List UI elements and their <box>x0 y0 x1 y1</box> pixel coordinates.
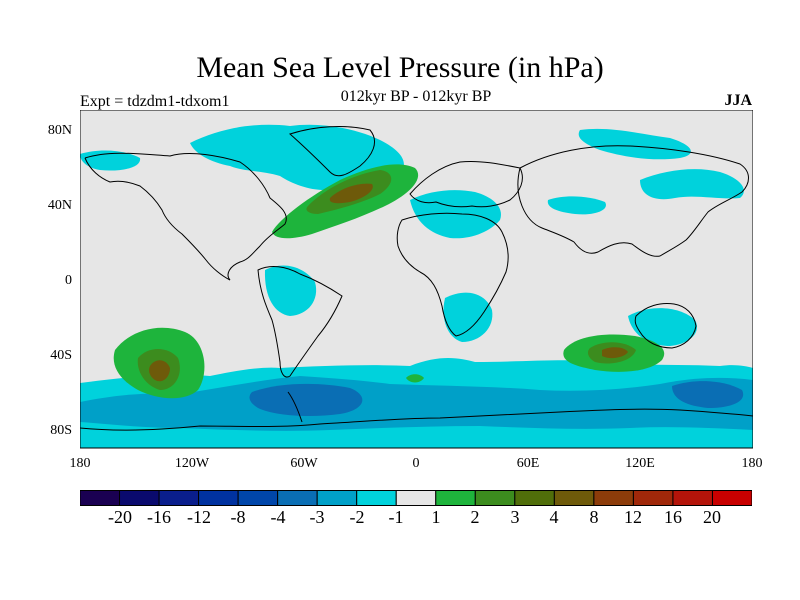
southern-ocean-band-2 <box>80 376 753 431</box>
colorbar-swatch <box>80 490 121 506</box>
colorbar-label: 16 <box>664 507 682 527</box>
pressure-map <box>80 110 753 449</box>
colorbar-label: 2 <box>470 507 480 527</box>
south-atlantic-low-core <box>249 383 363 416</box>
arctic-canada-low <box>190 124 404 191</box>
colorbar-swatch <box>474 490 516 506</box>
colorbar-swatch <box>158 490 200 506</box>
colorbar-label: 8 <box>589 507 599 527</box>
neg3-fields <box>249 381 744 416</box>
south-atlantic-small-high <box>406 374 424 383</box>
colorbar-swatch <box>593 490 634 506</box>
colorbar-label: -20 <box>108 507 132 527</box>
lat-tick-0: 0 <box>65 273 72 288</box>
colorbar-swatch <box>237 490 279 506</box>
season-label: JJA <box>724 92 752 109</box>
australia-coast <box>634 303 697 349</box>
colorbar-swatch <box>356 490 397 506</box>
europe-coast <box>409 161 523 208</box>
colorbar-swatch <box>198 490 239 506</box>
colorbar-label: -16 <box>147 507 171 527</box>
lon-tick-120w: 120W <box>174 456 210 471</box>
lon-tick-0: 0 <box>412 456 420 471</box>
colorbar-label: -3 <box>309 507 325 527</box>
north-atlantic-high-peak <box>329 183 373 204</box>
colorbar-swatch <box>711 490 752 506</box>
lat-tick-80n: 80N <box>47 123 72 138</box>
australia-low <box>628 308 698 346</box>
colorbar-label: -12 <box>187 507 211 527</box>
neg2-fields <box>80 376 753 431</box>
colorbar-swatch <box>672 490 713 506</box>
indian-ocean-high-peak <box>602 347 628 359</box>
greenland-coast <box>289 126 375 177</box>
colorbar-label: -4 <box>270 507 286 527</box>
east-siberia-low <box>640 169 744 200</box>
south-america-coast <box>257 266 343 378</box>
south-pacific-low-core <box>672 381 744 408</box>
colorbar-label: 4 <box>549 507 559 527</box>
colorbar-label: 3 <box>510 507 520 527</box>
north-america-coast <box>84 152 287 281</box>
colorbar-label: -2 <box>349 507 365 527</box>
lon-tick-60e: 60E <box>516 456 540 471</box>
map-frame <box>80 110 753 449</box>
experiment-label: Expt = tdzdm1-tdxom1 <box>80 93 230 110</box>
pos4-fields <box>149 183 628 382</box>
asia-coast <box>517 145 749 257</box>
colorbar-swatch <box>119 490 160 506</box>
lat-tick-40n: 40N <box>47 198 72 213</box>
central-asia-low <box>547 196 606 215</box>
colorbar <box>80 490 752 506</box>
colorbar-swatch <box>553 490 595 506</box>
lat-tick-80s: 80S <box>50 423 72 438</box>
south-america-low <box>264 265 317 316</box>
colorbar-label: -1 <box>388 507 404 527</box>
colorbar-label: 1 <box>431 507 441 527</box>
colorbar-swatch <box>632 490 674 506</box>
colorbar-label: 20 <box>703 507 721 527</box>
lon-tick-180w: 180 <box>69 456 91 471</box>
colorbar-label: 12 <box>624 507 642 527</box>
lon-tick-60w: 60W <box>290 456 318 471</box>
lon-tick-180e: 180 <box>741 456 763 471</box>
lat-tick-40s: 40S <box>50 348 72 363</box>
colorbar-swatch <box>395 490 437 506</box>
southern-africa-low <box>443 292 493 342</box>
africa-coast <box>396 212 509 337</box>
colorbar-label: -8 <box>230 507 246 527</box>
map-title: Mean Sea Level Pressure (in hPa) <box>196 51 604 84</box>
antarctic-peninsula-coast <box>287 391 303 423</box>
antarctica-coast <box>80 408 753 431</box>
colorbar-swatch <box>277 490 318 506</box>
colorbar-swatch <box>514 490 555 506</box>
period-label: 012kyr BP - 012kyr BP <box>340 88 492 105</box>
arctic-siberia-low <box>578 128 691 160</box>
coastlines <box>80 126 753 431</box>
colorbar-swatch <box>316 490 358 506</box>
lon-tick-120e: 120E <box>625 456 655 471</box>
colorbar-swatch <box>435 490 476 506</box>
south-pacific-high-peak <box>149 360 170 382</box>
